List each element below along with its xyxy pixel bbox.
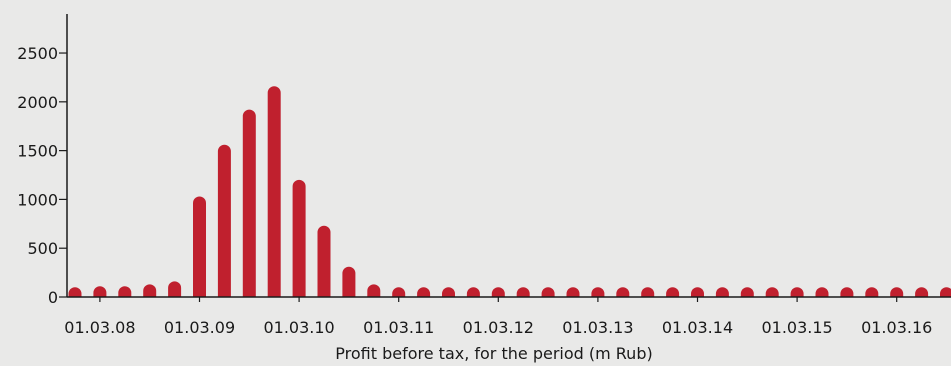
x-tick-label-8: 01.03.16 <box>861 318 932 337</box>
x-tick-label-7: 01.03.15 <box>761 318 832 337</box>
bar-2 <box>118 286 132 297</box>
bar-21 <box>591 287 605 297</box>
bar-3 <box>143 284 157 297</box>
y-tick-label-5: 2500 <box>17 44 58 63</box>
bar-25 <box>691 287 704 297</box>
bar-8 <box>267 86 281 297</box>
bar-13 <box>392 287 406 297</box>
bar-24 <box>666 287 680 297</box>
x-tick-label-6: 01.03.14 <box>662 318 733 337</box>
y-axis: 0 500 1000 1500 2000 2500 <box>17 14 68 307</box>
bar-5 <box>193 196 206 297</box>
x-axis: 01.03.08 01.03.09 01.03.10 01.03.11 01.03.12… <box>64 296 951 337</box>
bar-0 <box>68 287 82 297</box>
bar-14 <box>417 287 431 297</box>
bars-group <box>68 86 951 297</box>
bar-27 <box>740 287 754 297</box>
bar-26 <box>715 287 729 297</box>
bar-9 <box>292 179 306 297</box>
bar-1 <box>93 286 107 297</box>
bar-30 <box>815 287 829 297</box>
bar-19 <box>541 287 555 297</box>
x-tick-label-5: 01.03.13 <box>562 318 633 337</box>
x-tick-label-2: 01.03.10 <box>263 318 334 337</box>
bar-4 <box>168 281 182 297</box>
y-tick-label-1: 500 <box>27 239 58 258</box>
bar-18 <box>516 287 530 297</box>
bar-15 <box>442 287 455 297</box>
bar-7 <box>242 109 256 297</box>
bar-22 <box>616 287 630 297</box>
x-tick-label-1: 01.03.09 <box>164 318 235 337</box>
x-tick-label-0: 01.03.08 <box>64 318 135 337</box>
bar-34 <box>915 287 929 297</box>
bar-32 <box>865 287 879 297</box>
bar-35 <box>940 287 951 297</box>
bar-33 <box>890 287 904 297</box>
bar-28 <box>765 287 779 297</box>
bar-10 <box>317 225 331 297</box>
y-tick-label-0: 0 <box>48 288 58 307</box>
y-tick-label-2: 1000 <box>17 190 58 209</box>
bar-20 <box>566 287 580 297</box>
x-tick-label-3: 01.03.11 <box>363 318 434 337</box>
bar-11 <box>342 266 356 297</box>
x-tick-label-4: 01.03.12 <box>463 318 534 337</box>
bar-29 <box>790 287 804 297</box>
x-axis-title: Profit before tax, for the period (m Rub… <box>335 344 652 363</box>
bar-6 <box>217 144 231 297</box>
bar-23 <box>641 287 655 297</box>
bar-16 <box>466 287 480 297</box>
y-tick-label-4: 2000 <box>17 93 58 112</box>
bar-12 <box>367 284 381 297</box>
y-tick-label-3: 1500 <box>17 142 58 161</box>
bar-31 <box>840 287 854 297</box>
bar-17 <box>491 287 505 297</box>
